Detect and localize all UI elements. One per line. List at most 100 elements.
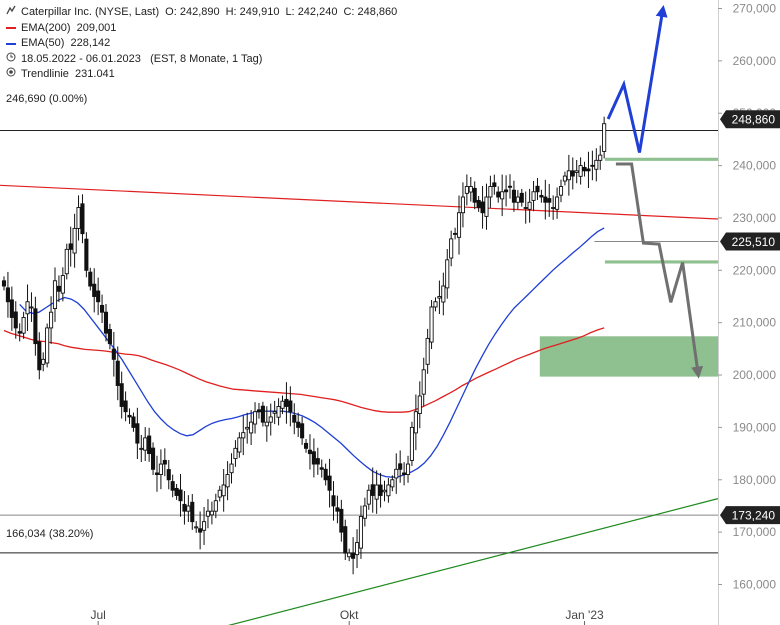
price-box xyxy=(720,506,780,525)
candle-body xyxy=(417,395,422,414)
candle-body xyxy=(366,489,371,505)
candle-body xyxy=(151,447,156,470)
legend-ema200-row[interactable]: EMA(200) 209,001 xyxy=(6,21,397,37)
candle-body xyxy=(154,472,160,475)
candle-body xyxy=(84,238,89,271)
candle-body xyxy=(92,283,97,297)
candle-body xyxy=(288,400,293,413)
candle-body xyxy=(252,411,258,425)
candle-body xyxy=(535,185,540,193)
candle-body xyxy=(484,196,489,217)
legend-c-value: 248,860 xyxy=(357,6,398,18)
trendline-value: 231.041 xyxy=(75,68,115,80)
ema200-label: EMA(200) xyxy=(21,21,71,34)
candle-body xyxy=(72,227,77,254)
candle-body xyxy=(131,416,136,428)
candle-body xyxy=(194,526,199,529)
candle-body xyxy=(60,275,65,294)
candle-body xyxy=(456,212,462,238)
candle-body xyxy=(602,123,607,152)
candle-body xyxy=(49,311,54,329)
candle-body xyxy=(276,406,281,418)
clock-icon xyxy=(6,52,16,68)
candle-body xyxy=(390,479,395,488)
candle-body xyxy=(221,484,226,497)
candlestick-icon xyxy=(6,5,16,21)
candle-body xyxy=(570,170,575,177)
y-axis: 160,000 170,000 180,000 190,000 200,000 210,0… xyxy=(718,0,780,625)
price-box-label: 248,860 xyxy=(732,113,776,127)
candle-body xyxy=(386,484,391,497)
candle-body xyxy=(551,207,556,209)
candle-body xyxy=(237,437,242,453)
candle-body xyxy=(292,414,297,423)
candle-body xyxy=(64,248,69,275)
candle-body xyxy=(56,285,61,292)
candle-body xyxy=(425,337,430,365)
candle-body xyxy=(453,232,458,235)
candle-body xyxy=(327,475,332,491)
ema200-swatch xyxy=(6,27,16,30)
candle-body xyxy=(268,416,273,423)
candle-body xyxy=(523,207,528,209)
legend-ema50-row[interactable]: EMA(50) 228,142 xyxy=(6,36,397,52)
ema-line xyxy=(3,327,605,413)
candle-body xyxy=(76,207,81,229)
candle-body xyxy=(135,423,140,444)
candle-body xyxy=(209,510,214,516)
candle-body xyxy=(272,411,277,414)
legend-l-label: L: xyxy=(285,6,295,18)
candle-body xyxy=(433,301,438,308)
legend-c-label: C: xyxy=(343,6,355,18)
candle-body xyxy=(441,285,446,303)
candle-body xyxy=(29,306,34,309)
candle-body xyxy=(245,426,250,430)
candle-body xyxy=(147,435,152,455)
x-tick-label: Jan '23 xyxy=(565,608,604,622)
price-box xyxy=(720,110,780,129)
candle-body xyxy=(68,243,73,250)
candle-body xyxy=(303,442,309,449)
candle-body xyxy=(460,196,465,214)
candle-body xyxy=(323,468,328,481)
y-tick-label: 200,000 xyxy=(733,368,777,382)
candle-body xyxy=(555,196,560,210)
y-tick-label: 230,000 xyxy=(733,211,777,225)
candle-body xyxy=(198,528,203,533)
candle-body xyxy=(578,165,583,177)
candle-body xyxy=(264,421,269,427)
period-note: (EST, 8 Monate, 1 Tag) xyxy=(150,52,263,65)
legend-trendline-row[interactable]: Trendlinie 231.041 xyxy=(6,67,397,83)
candle-body xyxy=(539,194,544,198)
candle-body xyxy=(190,501,195,523)
candle-body xyxy=(464,186,469,194)
candle-body xyxy=(558,186,564,196)
candle-body xyxy=(402,472,407,475)
candle-body xyxy=(45,327,50,364)
candle-body xyxy=(213,500,218,512)
candle-body xyxy=(335,507,340,512)
candle-body xyxy=(5,287,10,303)
candle-body xyxy=(296,421,301,428)
candle-body xyxy=(405,463,411,475)
period-range: 18.05.2022 - 06.01.2023 xyxy=(21,52,141,65)
candle-body xyxy=(476,199,481,208)
candle-body xyxy=(9,299,14,318)
candle-body xyxy=(590,164,595,167)
chart-legend: Caterpillar Inc. (NYSE, Last) O: 242,890… xyxy=(6,5,397,83)
trendline-label: Trendlinie xyxy=(21,68,69,80)
candle-body xyxy=(488,186,493,198)
candle-body xyxy=(202,521,207,531)
ema50-value: 228,142 xyxy=(70,37,111,49)
y-tick-label: 210,000 xyxy=(733,316,777,330)
candle-body xyxy=(398,463,403,470)
candle-body xyxy=(127,414,132,418)
y-tick-label: 160,000 xyxy=(733,578,777,592)
candle-body xyxy=(166,469,171,481)
candle-body xyxy=(13,311,18,329)
candle-body xyxy=(472,187,477,203)
target-icon xyxy=(6,67,16,83)
candle-body xyxy=(582,166,587,172)
trendline xyxy=(0,184,718,220)
